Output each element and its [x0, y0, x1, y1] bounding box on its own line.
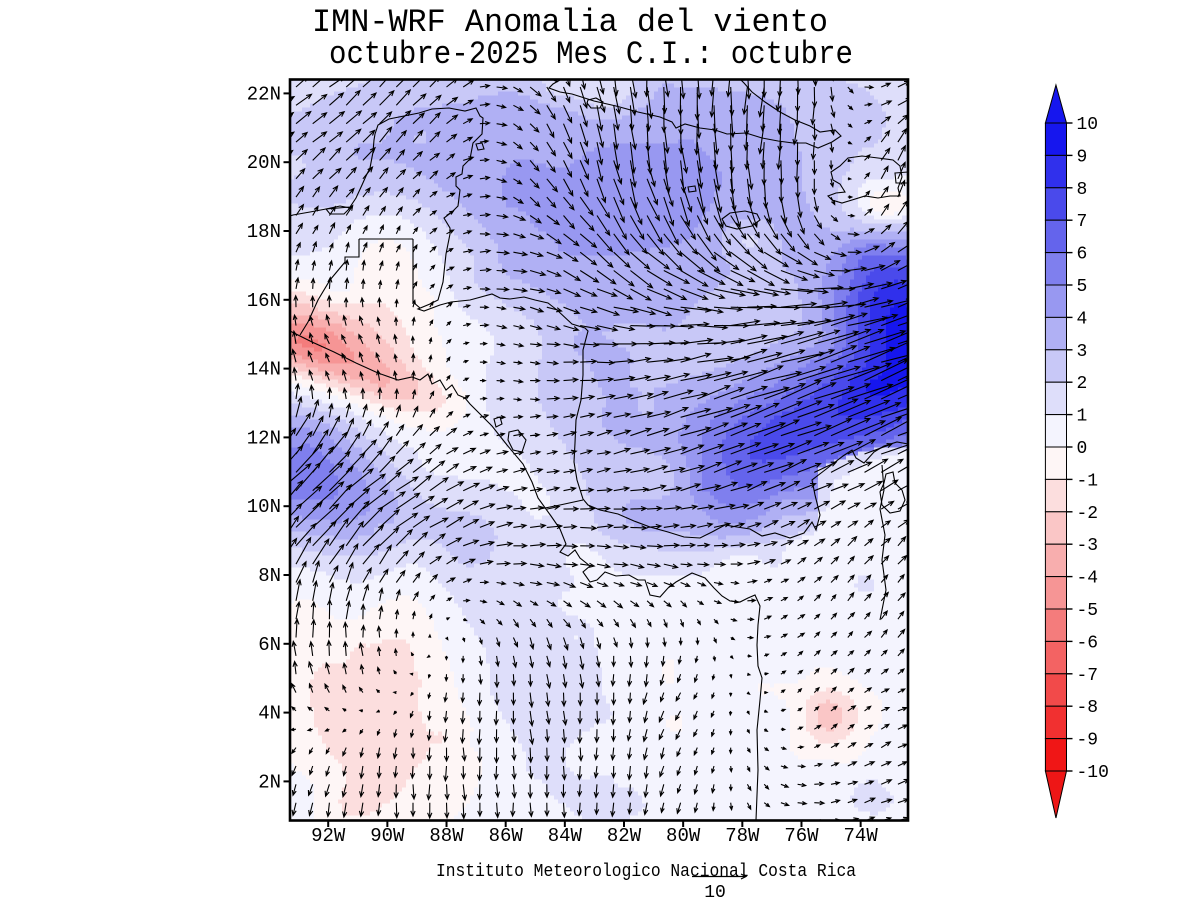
svg-text:8: 8 — [1077, 180, 1088, 200]
svg-text:Instituto Meteorologico Nacion: Instituto Meteorologico Nacional Costa R… — [436, 862, 856, 882]
svg-text:76W: 76W — [784, 825, 819, 847]
svg-text:88W: 88W — [429, 825, 464, 847]
svg-text:-10: -10 — [1077, 763, 1109, 783]
svg-text:-5: -5 — [1077, 601, 1099, 621]
svg-text:octubre-2025 Mes C.I.: octubre: octubre-2025 Mes C.I.: octubre — [329, 36, 853, 73]
svg-text:9: 9 — [1077, 147, 1088, 167]
svg-text:2N: 2N — [258, 771, 281, 793]
svg-text:-7: -7 — [1077, 666, 1099, 686]
svg-text:5: 5 — [1077, 277, 1088, 297]
svg-text:20N: 20N — [247, 152, 281, 174]
svg-text:92W: 92W — [311, 825, 346, 847]
svg-text:6N: 6N — [258, 634, 281, 656]
svg-text:2: 2 — [1077, 374, 1088, 394]
svg-text:-1: -1 — [1077, 471, 1099, 491]
svg-text:82W: 82W — [607, 825, 642, 847]
svg-text:22N: 22N — [247, 83, 281, 105]
svg-text:1: 1 — [1077, 407, 1088, 427]
svg-text:80W: 80W — [666, 825, 701, 847]
svg-text:18N: 18N — [247, 221, 281, 243]
svg-text:16N: 16N — [247, 290, 281, 312]
svg-text:IMN-WRF Anomalia del viento: IMN-WRF Anomalia del viento — [312, 4, 828, 41]
svg-text:90W: 90W — [370, 825, 405, 847]
svg-text:4N: 4N — [258, 703, 281, 725]
svg-text:7: 7 — [1077, 212, 1088, 232]
svg-text:78W: 78W — [725, 825, 760, 847]
svg-text:-2: -2 — [1077, 504, 1099, 524]
svg-text:6: 6 — [1077, 245, 1088, 265]
svg-text:3: 3 — [1077, 342, 1088, 362]
svg-text:10N: 10N — [247, 496, 281, 518]
svg-text:-4: -4 — [1077, 569, 1099, 589]
svg-text:0: 0 — [1077, 439, 1088, 459]
svg-text:84W: 84W — [548, 825, 583, 847]
svg-text:-3: -3 — [1077, 536, 1099, 556]
svg-text:74W: 74W — [844, 825, 879, 847]
svg-text:86W: 86W — [489, 825, 524, 847]
svg-text:10: 10 — [1077, 115, 1099, 135]
svg-text:4: 4 — [1077, 309, 1088, 329]
svg-text:-8: -8 — [1077, 698, 1099, 718]
svg-text:12N: 12N — [247, 427, 281, 449]
svg-text:8N: 8N — [258, 565, 281, 587]
svg-text:-9: -9 — [1077, 731, 1099, 751]
svg-text:14N: 14N — [247, 359, 281, 381]
svg-text:10: 10 — [704, 883, 726, 900]
svg-text:-6: -6 — [1077, 633, 1099, 653]
